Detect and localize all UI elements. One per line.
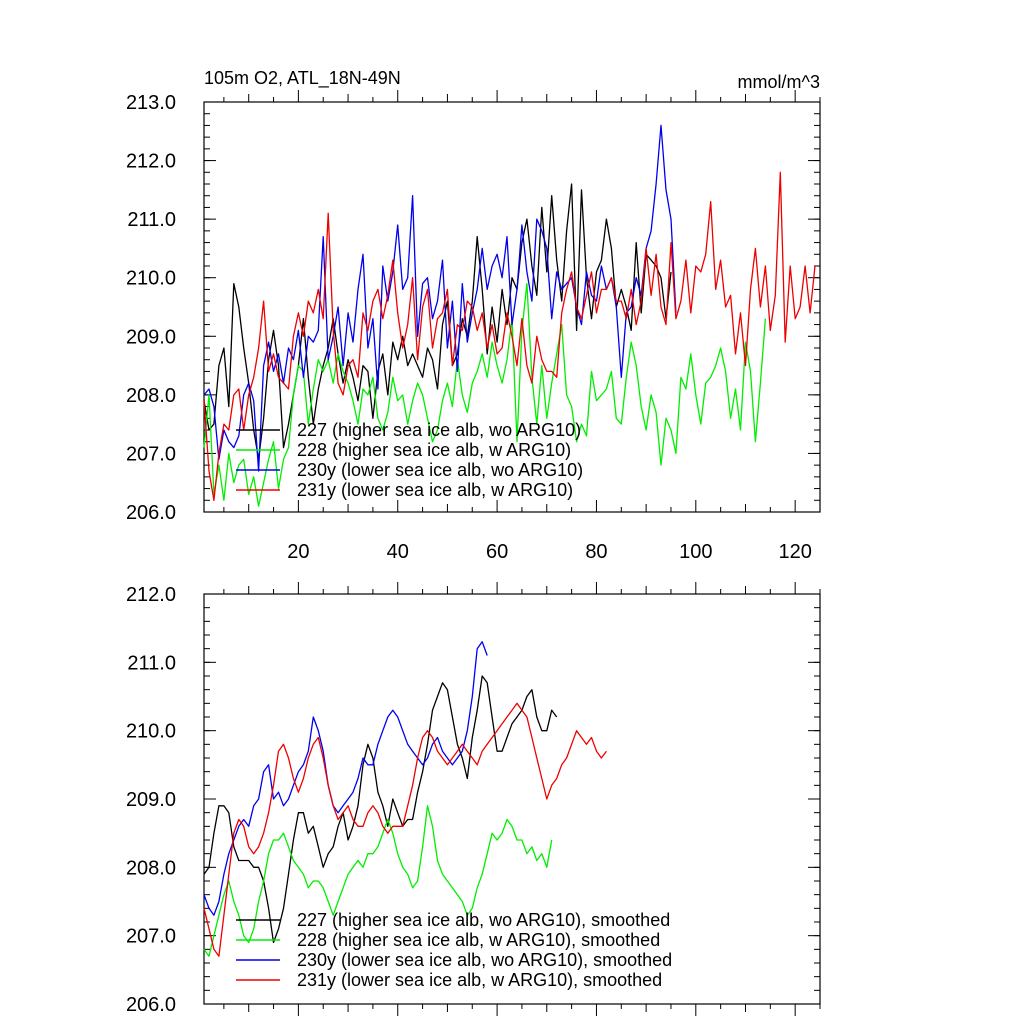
- panel-title: 105m O2, ATL_18N-49N: [204, 68, 401, 89]
- legend-label: 228 (higher sea ice alb, w ARG10): [297, 440, 571, 460]
- y-tick-label: 208.0: [126, 385, 176, 407]
- y-tick-label: 206.0: [126, 994, 176, 1016]
- plot-frame: [203, 101, 821, 513]
- y-tick-label: 212.0: [126, 151, 176, 173]
- top-panel: 105m O2, ATL_18N-49N mmol/m^3 206.0 207.0…: [126, 68, 821, 563]
- series-line-3: [203, 171, 816, 501]
- y-tick-label: 211.0: [127, 209, 176, 231]
- x-tick-label: 100: [679, 541, 712, 563]
- legend-label: 230y (lower sea ice alb, wo ARG10): [297, 460, 583, 480]
- series-line-0: [203, 675, 558, 944]
- y-tick-label: 212.0: [126, 584, 176, 606]
- legend: 227 (higher sea ice alb, wo ARG10), smoo…: [236, 910, 672, 990]
- y-tick-label: 213.0: [126, 92, 176, 114]
- legend: 227 (higher sea ice alb, wo ARG10)228 (h…: [236, 420, 583, 500]
- x-tick-label: 20: [287, 541, 309, 563]
- axes: 206.0 207.0 208.0 209.0 210.0 211.0 212.0 213.0…: [126, 90, 821, 563]
- legend-label: 231y (lower sea ice alb, w ARG10): [297, 480, 573, 500]
- y-tick-label: 211.0: [127, 652, 176, 674]
- series-line-1: [203, 282, 767, 507]
- panel-units: mmol/m^3: [738, 72, 820, 92]
- legend-label: 230y (lower sea ice alb, wo ARG10), smoo…: [297, 950, 672, 970]
- x-tick-label: 40: [387, 541, 409, 563]
- y-tick-label: 209.0: [126, 326, 176, 348]
- legend-label: 231y (lower sea ice alb, w ARG10), smoot…: [297, 970, 662, 990]
- y-tick-label: 208.0: [126, 857, 176, 879]
- legend-label: 228 (higher sea ice alb, w ARG10), smoot…: [297, 930, 660, 950]
- y-tick-label: 209.0: [126, 789, 176, 811]
- series-line-1: [203, 805, 553, 957]
- y-tick-label: 207.0: [126, 443, 176, 465]
- bottom-panel: 206.0 207.0 208.0 209.0 210.0 211.0 212.0 227 …: [126, 582, 821, 1016]
- series-line-3: [203, 702, 607, 957]
- series-group: [203, 641, 607, 957]
- series-line-2: [203, 124, 677, 472]
- series-line-2: [203, 641, 488, 916]
- y-tick-label: 207.0: [126, 926, 176, 948]
- y-tick-label: 206.0: [126, 502, 176, 524]
- series-line-0: [203, 183, 672, 460]
- series-group: [203, 124, 816, 507]
- y-tick-label: 210.0: [126, 268, 176, 290]
- legend-label: 227 (higher sea ice alb, wo ARG10), smoo…: [297, 910, 670, 930]
- x-tick-label: 80: [585, 541, 607, 563]
- y-tick-label: 210.0: [126, 721, 176, 743]
- axes: 206.0 207.0 208.0 209.0 210.0 211.0 212.0: [126, 582, 821, 1016]
- legend-label: 227 (higher sea ice alb, wo ARG10): [297, 420, 581, 440]
- x-tick-label: 120: [778, 541, 811, 563]
- x-tick-label: 60: [486, 541, 508, 563]
